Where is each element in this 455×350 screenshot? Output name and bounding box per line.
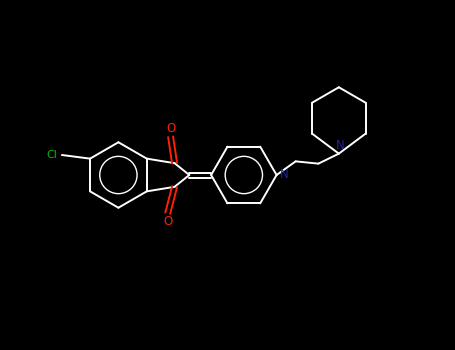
Text: N: N <box>336 139 344 152</box>
Text: O: O <box>163 215 172 228</box>
Text: O: O <box>166 122 175 135</box>
Text: Cl: Cl <box>46 150 57 160</box>
Text: N: N <box>279 168 288 181</box>
